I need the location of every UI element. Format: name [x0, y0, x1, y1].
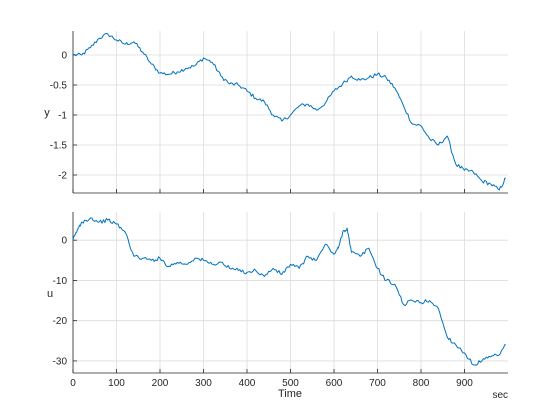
bottom-axes-yticks: 0 -10 -20 -30: [53, 236, 77, 367]
xtick-label: 800: [413, 378, 430, 389]
xtick-label: 0: [70, 378, 76, 389]
ylabel-y: y: [44, 107, 50, 119]
xtick-label: 900: [456, 378, 473, 389]
ytick-label: -10: [53, 276, 68, 287]
ytick-label: -2: [58, 171, 67, 182]
xtick-label: 300: [195, 378, 212, 389]
xtick-label: 600: [326, 378, 343, 389]
top-axes-y: 0 -0.5 -1 -1.5 -2 y: [44, 31, 508, 194]
ytick-label: -1: [58, 111, 67, 122]
ytick-label: 0: [61, 236, 67, 247]
xtick-label: 200: [152, 378, 169, 389]
series-line-y: [72, 32, 506, 191]
xtick-label: 400: [239, 378, 256, 389]
ytick-label: -1.5: [50, 141, 68, 152]
bottom-axes-grid: [72, 212, 508, 373]
ytick-label: -20: [53, 316, 68, 327]
top-axes-grid: [72, 31, 508, 193]
xlabel-time: Time: [278, 388, 302, 400]
xtick-label: 500: [282, 378, 299, 389]
bottom-axes-xticks: 0 100 200 300 400 500 600 700 800 900: [70, 369, 473, 389]
xunit-sec: sec: [492, 390, 508, 401]
ytick-label: -30: [53, 356, 68, 367]
bottom-axes-u: 0 100 200 300 400 500 600 700 800 900 0-10-20-30 …: [47, 212, 508, 401]
series-line-u: [72, 217, 506, 366]
xtick-label: 100: [108, 378, 125, 389]
xtick-label: 700: [369, 378, 386, 389]
ytick-label: -0.5: [50, 81, 68, 92]
ylabel-u: u: [47, 288, 53, 300]
top-axes-xticks: [72, 189, 465, 193]
ytick-label: 0: [61, 51, 67, 62]
